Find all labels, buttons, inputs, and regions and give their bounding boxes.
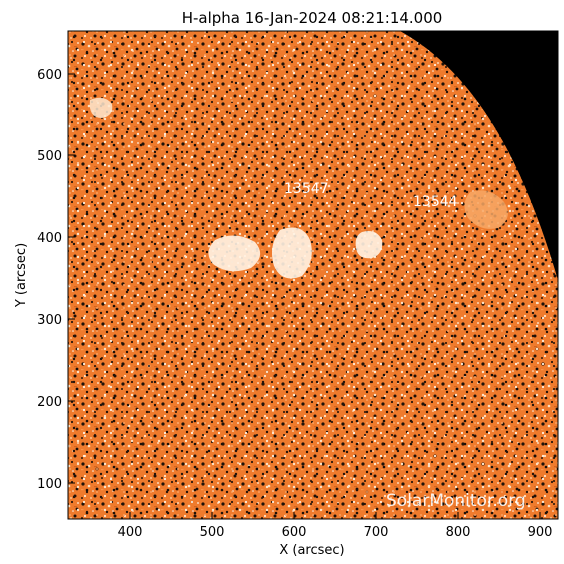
y-axis: 100 200 300 400 500 600 Y (arcsec) <box>14 68 75 492</box>
y-tick-label: 400 <box>37 231 62 246</box>
x-tick-label: 700 <box>364 525 389 540</box>
y-tick-label: 300 <box>37 313 62 328</box>
x-tick-label: 900 <box>528 525 553 540</box>
x-axis-label: X (arcsec) <box>279 543 344 558</box>
plage-region-a <box>208 235 261 272</box>
bright-patch-top <box>89 97 113 118</box>
region-label-13544: 13544 <box>413 194 458 210</box>
plot-title: H-alpha 16-Jan-2024 08:21:14.000 <box>182 9 443 27</box>
plage-region-d <box>464 190 508 229</box>
x-tick-label: 600 <box>282 525 307 540</box>
y-tick-label: 100 <box>37 477 62 492</box>
y-tick-label: 500 <box>37 149 62 164</box>
watermark: SolarMonitor.org <box>386 491 526 511</box>
y-tick-label: 600 <box>37 68 62 83</box>
x-tick-label: 400 <box>118 525 143 540</box>
plot-frame <box>67 30 559 520</box>
plage-region-c <box>355 231 383 259</box>
y-axis-label: Y (arcsec) <box>14 243 29 308</box>
solar-disk-image <box>68 31 558 519</box>
x-tick-label: 500 <box>200 525 225 540</box>
x-tick-label: 800 <box>446 525 471 540</box>
x-axis: 400 500 600 700 800 900 X (arcsec) <box>118 512 553 558</box>
region-label-13547: 13547 <box>284 181 329 197</box>
off-limb-space <box>400 31 558 280</box>
plage-region-b <box>272 227 312 279</box>
y-tick-label: 200 <box>37 395 62 410</box>
